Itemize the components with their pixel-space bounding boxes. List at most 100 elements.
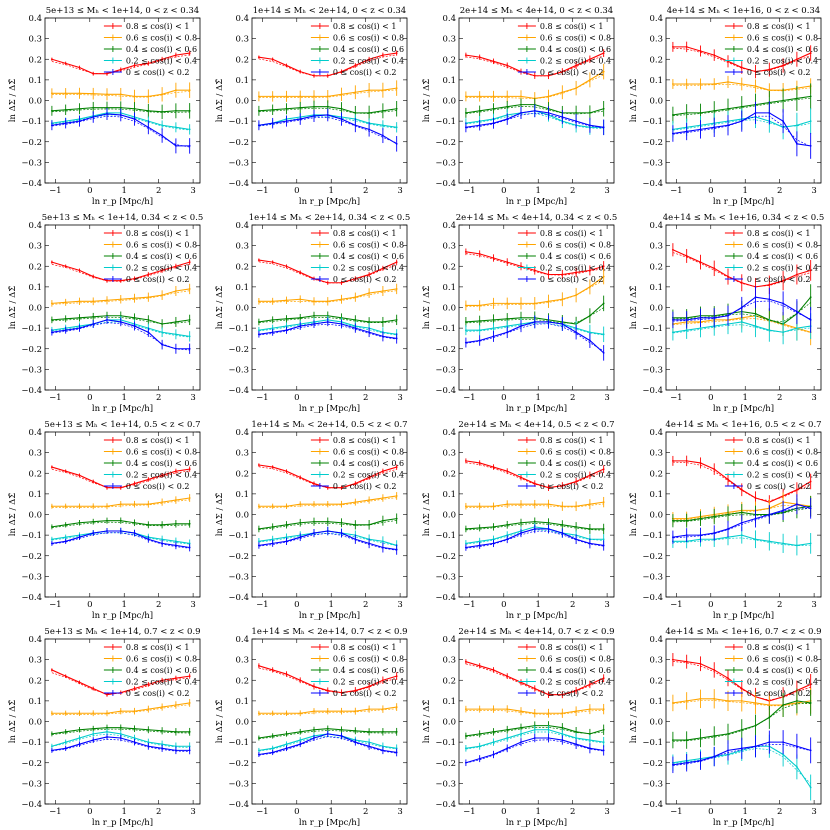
data-point (699, 111, 702, 114)
data-point (588, 528, 591, 530)
model-curve (672, 47, 811, 72)
series-2 (50, 283, 191, 307)
y-axis-label: ln ΔΣ / ΔΣ̄ (215, 700, 225, 743)
data-point (340, 298, 343, 301)
x-tick-label: 2 (570, 393, 575, 403)
data-point (381, 497, 384, 499)
data-point (147, 95, 150, 98)
model-curve (258, 323, 397, 340)
data-point (313, 300, 315, 303)
y-tick-label: −0.4 (435, 386, 456, 396)
y-tick-label: 0.3 (442, 242, 456, 252)
y-tick-label: 0.0 (28, 718, 42, 728)
data-point (727, 81, 729, 83)
data-point (740, 747, 743, 750)
data-point (809, 269, 812, 272)
legend-label: 0 ≤ cos(i) < 0.2 (747, 482, 811, 491)
data-point (92, 532, 95, 534)
data-point (50, 669, 53, 671)
data-point (699, 128, 702, 131)
x-tick-label: −1 (463, 807, 476, 817)
data-point (492, 753, 495, 756)
x-axis-label: ln r_p [Mpc/h] (299, 818, 360, 828)
data-point (754, 111, 757, 114)
legend-label: 0.4 ≤ cos(i) < 0.6 (333, 666, 404, 675)
data-point (547, 521, 550, 524)
panel-3-1: 5e+13 ≤ Mₕ < 1e+14, 0.5 < z < 0.7 −0.4 −0.… (8, 420, 201, 621)
data-point (188, 347, 191, 350)
data-point (92, 323, 95, 325)
panel-title: 2e+14 ≤ Mₕ < 4e+14, 0.5 < z < 0.7 (458, 420, 614, 430)
data-point (671, 763, 674, 766)
data-point (119, 279, 122, 282)
panel-1-3: 2e+14 ≤ Mₕ < 4e+14, 0 < z < 0.34 −0.4 −0.3… (422, 6, 615, 207)
y-tick-label: 0.3 (235, 449, 249, 459)
data-point (285, 317, 288, 320)
legend-label: 0.8 ≤ cos(i) < 1 (126, 229, 190, 238)
y-tick-label: 0.2 (235, 55, 249, 65)
x-axis-label: ln r_p [Mpc/h] (713, 818, 774, 828)
data-point (506, 737, 509, 739)
panel-title: 1e+14 ≤ Mₕ < 2e+14, 0.7 < z < 0.9 (251, 627, 407, 637)
data-point (478, 540, 481, 543)
series-5 (257, 108, 398, 152)
data-point (754, 85, 757, 87)
data-point (533, 109, 536, 112)
model-curve (465, 503, 604, 508)
plot-area (50, 50, 191, 154)
data-point (561, 298, 564, 301)
data-point (368, 741, 371, 744)
data-point (782, 704, 785, 706)
data-point (506, 523, 509, 526)
y-tick-label: 0.3 (442, 449, 456, 459)
y-tick-label: 0.0 (442, 97, 456, 107)
data-point (547, 528, 550, 530)
data-point (147, 728, 150, 731)
data-point (795, 310, 798, 313)
data-point (685, 519, 688, 522)
legend-label: 0 ≤ cos(i) < 0.2 (126, 68, 190, 77)
data-point (809, 318, 812, 321)
y-axis-label: ln ΔΣ / ΔΣ̄ (422, 493, 432, 536)
data-point (174, 522, 177, 525)
x-tick-label: 2 (777, 186, 782, 196)
data-point (285, 329, 288, 332)
legend-label: 0.4 ≤ cos(i) < 0.6 (333, 252, 404, 261)
data-point (533, 728, 536, 731)
data-point (64, 317, 67, 320)
data-point (133, 521, 136, 524)
data-point (809, 542, 812, 545)
data-point (464, 528, 467, 530)
x-axis-label: ln r_p [Mpc/h] (506, 404, 567, 414)
y-tick-label: −0.3 (435, 158, 456, 168)
y-tick-label: −0.2 (435, 552, 456, 562)
data-point (133, 482, 136, 485)
data-point (313, 685, 315, 688)
y-tick-label: 0.1 (649, 697, 663, 707)
data-point (464, 304, 467, 307)
data-point (299, 679, 302, 682)
legend-label: 0.6 ≤ cos(i) < 0.8 (126, 241, 197, 250)
data-point (588, 285, 591, 288)
series-5 (464, 104, 605, 136)
x-tick-label: 2 (156, 393, 161, 403)
data-point (50, 466, 53, 468)
legend-label: 0.6 ≤ cos(i) < 0.8 (126, 448, 197, 457)
data-point (119, 503, 122, 506)
data-point (174, 347, 177, 350)
data-point (50, 749, 53, 752)
data-point (395, 706, 398, 708)
data-point (174, 704, 177, 706)
x-axis-label: ln r_p [Mpc/h] (92, 197, 153, 207)
data-point (106, 712, 108, 715)
data-point (685, 111, 688, 114)
y-tick-label: 0.2 (235, 262, 249, 272)
legend-label: 0 ≤ cos(i) < 0.2 (540, 275, 604, 284)
data-point (520, 265, 522, 268)
data-point (782, 120, 785, 123)
data-point (478, 339, 481, 342)
y-tick-label: 0.2 (649, 676, 663, 686)
x-tick-label: −1 (463, 600, 476, 610)
model-curve (465, 710, 604, 715)
legend-label: 0.6 ≤ cos(i) < 0.8 (747, 34, 818, 43)
